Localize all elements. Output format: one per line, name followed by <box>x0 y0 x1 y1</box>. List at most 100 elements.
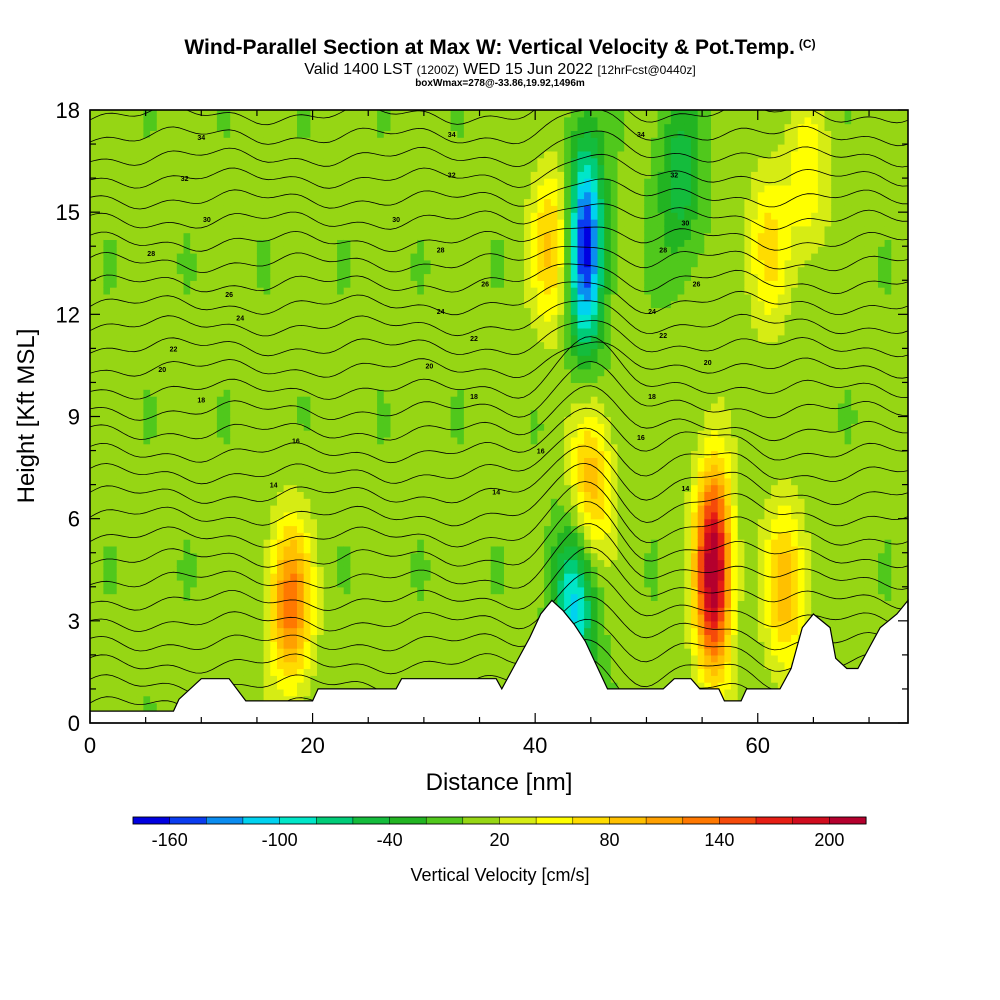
velocity-cell <box>176 464 185 472</box>
velocity-cell <box>337 668 345 676</box>
velocity-cell <box>450 273 458 281</box>
velocity-cell <box>196 362 205 370</box>
velocity-cell <box>323 471 331 479</box>
velocity-cell <box>343 620 351 629</box>
velocity-cell <box>363 518 372 527</box>
velocity-cell <box>303 443 311 452</box>
velocity-cell <box>203 287 211 295</box>
velocity-cell <box>163 559 171 567</box>
velocity-cell <box>216 511 225 520</box>
velocity-cell <box>103 607 111 615</box>
velocity-cell <box>297 552 305 561</box>
velocity-cell <box>136 300 144 309</box>
velocity-cell <box>116 300 124 309</box>
velocity-cell <box>96 477 104 486</box>
velocity-cell <box>136 266 144 275</box>
velocity-cell <box>143 471 151 479</box>
velocity-cell <box>90 157 98 166</box>
velocity-cell <box>310 375 318 383</box>
velocity-cell <box>110 423 118 431</box>
velocity-cell <box>136 436 144 445</box>
velocity-cell <box>136 389 144 397</box>
velocity-cell <box>283 634 291 642</box>
velocity-cell <box>377 627 385 635</box>
velocity-cell <box>403 396 412 404</box>
velocity-cell <box>136 314 144 322</box>
velocity-cell <box>170 178 178 186</box>
velocity-cell <box>123 430 131 438</box>
velocity-cell <box>96 198 104 206</box>
velocity-cell <box>156 627 165 635</box>
velocity-cell <box>343 443 351 452</box>
velocity-cell <box>250 416 258 424</box>
velocity-cell <box>203 266 211 275</box>
velocity-cell <box>176 627 185 635</box>
velocity-cell <box>430 321 438 329</box>
velocity-cell <box>223 566 231 574</box>
velocity-cell <box>183 130 191 138</box>
velocity-cell <box>90 518 98 527</box>
velocity-cell <box>450 409 458 418</box>
velocity-cell <box>390 620 398 629</box>
velocity-cell <box>410 634 418 642</box>
velocity-cell <box>323 607 331 615</box>
velocity-cell <box>150 539 158 547</box>
velocity-cell <box>123 491 131 499</box>
velocity-cell <box>190 511 198 520</box>
velocity-cell <box>256 232 265 240</box>
velocity-cell <box>383 477 392 486</box>
velocity-cell <box>317 593 325 601</box>
velocity-cell <box>377 539 385 547</box>
velocity-cell <box>110 600 118 608</box>
velocity-cell <box>256 266 265 275</box>
velocity-cell <box>377 566 385 574</box>
velocity-cell <box>183 389 191 397</box>
velocity-cell <box>410 641 418 649</box>
velocity-cell <box>250 259 258 268</box>
velocity-cell <box>330 627 338 635</box>
velocity-cell <box>110 682 118 690</box>
velocity-cell <box>243 157 251 166</box>
velocity-cell <box>136 654 144 663</box>
velocity-cell <box>216 382 225 390</box>
velocity-cell <box>116 607 124 615</box>
velocity-cell <box>230 423 238 431</box>
velocity-cell <box>430 334 438 343</box>
velocity-cell <box>337 402 345 411</box>
velocity-cell <box>390 661 398 670</box>
velocity-cell <box>243 491 251 499</box>
velocity-cell <box>283 477 291 486</box>
velocity-cell <box>256 116 265 125</box>
velocity-cell <box>243 164 251 172</box>
velocity-cell <box>130 198 138 206</box>
velocity-cell <box>156 171 165 179</box>
velocity-cell <box>103 375 111 383</box>
velocity-cell <box>90 450 98 458</box>
velocity-cell <box>437 586 445 595</box>
velocity-cell <box>397 566 405 574</box>
velocity-cell <box>337 253 345 261</box>
velocity-cell <box>96 491 104 499</box>
velocity-cell <box>290 545 298 554</box>
velocity-cell <box>130 239 138 247</box>
velocity-cell <box>317 191 325 200</box>
velocity-cell <box>270 348 278 356</box>
velocity-cell <box>170 675 178 683</box>
velocity-cell <box>277 525 285 533</box>
velocity-cell <box>243 348 251 356</box>
velocity-cell <box>310 580 318 588</box>
velocity-cell <box>263 661 271 670</box>
velocity-cell <box>330 552 338 561</box>
velocity-cell <box>397 300 405 309</box>
velocity-cell <box>390 300 398 309</box>
velocity-cell <box>270 450 278 458</box>
velocity-cell <box>303 545 311 554</box>
velocity-cell <box>116 178 124 186</box>
velocity-cell <box>290 212 298 220</box>
velocity-cell <box>430 545 438 554</box>
velocity-cell <box>370 116 378 125</box>
velocity-cell <box>350 450 358 458</box>
velocity-cell <box>203 532 211 540</box>
velocity-cell <box>363 498 372 506</box>
velocity-cell <box>303 328 311 336</box>
